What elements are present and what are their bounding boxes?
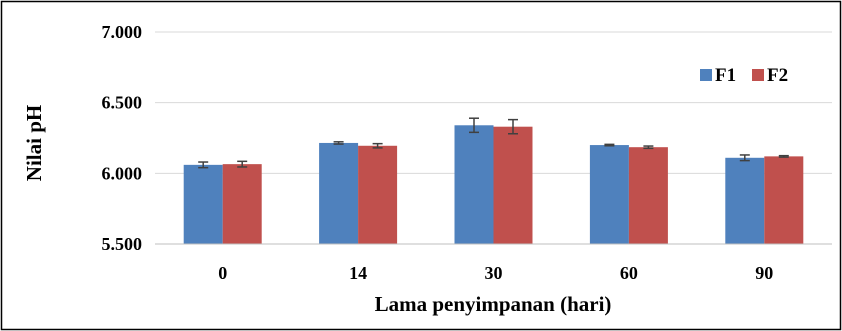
x-tick-label: 30	[485, 263, 503, 283]
x-tick-label: 90	[755, 263, 773, 283]
bar-f1-14	[319, 142, 359, 244]
bar-f1-90	[725, 157, 765, 244]
legend-label-f1: F1	[715, 65, 736, 86]
y-tick-label: 5.500	[102, 234, 143, 254]
bar-f1-30	[454, 125, 494, 244]
y-tick-label: 6.500	[102, 93, 143, 113]
error-bar-f1-30	[469, 117, 479, 134]
error-bar-f2-90	[778, 154, 789, 158]
error-bar-f1-60	[604, 143, 615, 147]
y-tick-label: 6.000	[102, 163, 143, 183]
legend-swatch-f2	[752, 69, 764, 81]
error-bar-f1-90	[739, 154, 750, 162]
bar-f2-14	[358, 145, 398, 244]
x-tick-label: 0	[218, 263, 227, 283]
error-bar-f1-0	[198, 161, 209, 169]
legend: F1 F2	[700, 65, 788, 86]
error-bar-f2-60	[643, 145, 654, 150]
legend-swatch-f1	[700, 69, 712, 81]
bar-f2-30	[493, 126, 533, 244]
error-bar-f1-14	[333, 141, 344, 145]
error-bar-f2-30	[508, 118, 518, 135]
x-tick-label: 14	[349, 263, 367, 283]
legend-entry-f1: F1	[700, 65, 736, 86]
x-tick-label: 60	[620, 263, 638, 283]
x-axis-title: Lama penyimpanan (hari)	[375, 292, 612, 316]
error-bar-f2-14	[372, 142, 383, 149]
y-tick-labels: 5.500 6.000 6.500 7.000	[102, 22, 143, 254]
bars	[183, 125, 804, 244]
y-axis-title: Nilai pH	[22, 105, 46, 181]
bar-f2-60	[628, 147, 668, 244]
legend-label-f2: F2	[767, 65, 788, 86]
bar-f2-0	[222, 164, 262, 244]
y-tick-label: 7.000	[102, 22, 143, 42]
bar-f2-90	[764, 156, 804, 244]
bar-f1-0	[183, 164, 223, 244]
legend-entry-f2: F2	[752, 65, 788, 86]
bar-f1-60	[589, 145, 629, 244]
x-tick-labels: 0 14 30 60 90	[218, 263, 773, 283]
error-bars	[198, 117, 789, 169]
error-bar-f2-0	[237, 160, 248, 168]
